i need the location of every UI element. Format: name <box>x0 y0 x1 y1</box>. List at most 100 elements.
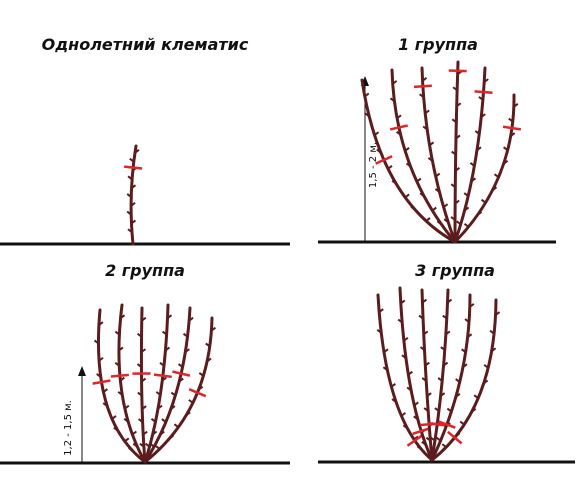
bud <box>402 424 408 430</box>
bud <box>421 441 427 446</box>
bud <box>140 377 147 383</box>
stem <box>143 303 170 464</box>
bud <box>93 339 100 345</box>
bud <box>129 157 135 163</box>
bud <box>405 162 412 168</box>
stem <box>453 66 487 244</box>
bud <box>454 199 460 205</box>
cut-mark <box>474 90 493 94</box>
cut-mark <box>413 84 432 89</box>
bud <box>418 314 424 320</box>
bud <box>184 348 190 353</box>
bud <box>387 164 393 170</box>
stem <box>453 93 516 244</box>
bud <box>126 193 132 198</box>
bud <box>168 434 175 440</box>
bud <box>136 363 143 368</box>
bud <box>434 188 441 193</box>
bud <box>185 411 191 417</box>
bud <box>157 404 163 410</box>
bud <box>389 97 396 103</box>
bud <box>118 346 124 352</box>
bud <box>464 206 470 212</box>
bud <box>446 298 453 304</box>
bud <box>425 217 431 222</box>
panel-title: 1 группа <box>398 35 478 54</box>
stem <box>143 306 192 464</box>
stem <box>398 286 434 462</box>
cut-mark <box>448 69 467 73</box>
bud <box>470 177 477 183</box>
bud <box>422 125 428 131</box>
bud <box>494 311 501 316</box>
bud <box>139 442 145 448</box>
panel-title: 3 группа <box>415 261 495 280</box>
bud <box>419 93 425 98</box>
bud <box>400 299 406 305</box>
bud <box>451 118 457 124</box>
bud <box>421 77 428 82</box>
bud <box>478 96 484 101</box>
stem <box>96 308 147 464</box>
bud <box>124 437 130 443</box>
bud <box>390 382 397 388</box>
bud <box>130 219 137 225</box>
bud <box>423 330 429 336</box>
bud <box>513 102 519 108</box>
bud <box>173 423 179 429</box>
cut-mark <box>406 434 423 447</box>
bud <box>177 363 184 368</box>
bud <box>480 113 486 118</box>
bud <box>434 407 440 412</box>
stem <box>420 66 457 244</box>
bud <box>149 442 155 448</box>
bud <box>130 184 137 189</box>
bud <box>123 418 129 423</box>
cut-mark <box>188 388 207 398</box>
bud <box>119 314 126 319</box>
bud <box>182 332 189 338</box>
bud <box>400 412 407 417</box>
bud <box>493 173 500 178</box>
bud <box>410 205 416 211</box>
bud <box>383 348 389 353</box>
stem <box>430 288 450 462</box>
stem <box>430 293 472 462</box>
bud <box>462 363 468 368</box>
bud <box>469 303 475 308</box>
bud <box>467 333 473 338</box>
bud <box>427 157 434 162</box>
height-label: 1,2 - 1,5 м. <box>63 400 74 456</box>
bud <box>161 418 167 423</box>
bud <box>131 430 137 436</box>
bud <box>162 330 168 336</box>
bud <box>461 348 467 354</box>
bud <box>469 162 475 167</box>
bud <box>144 442 151 448</box>
bud <box>396 114 402 120</box>
bud <box>454 167 461 172</box>
bud <box>159 361 165 367</box>
bud <box>132 442 138 448</box>
bud <box>130 201 136 207</box>
bud <box>416 445 422 450</box>
bud <box>450 216 456 221</box>
bud <box>111 415 117 420</box>
cut-mark <box>124 165 143 170</box>
bud <box>489 329 495 335</box>
arrow-head <box>78 366 86 376</box>
stem <box>117 303 147 464</box>
cut-mark <box>110 373 129 378</box>
bud <box>435 436 442 442</box>
bud <box>406 386 412 392</box>
bud <box>404 193 410 199</box>
bud <box>441 443 447 448</box>
bud <box>126 210 132 216</box>
bud <box>510 132 516 137</box>
height-label: 1,5 - 2 м. <box>368 142 379 188</box>
stem <box>376 293 434 462</box>
bud <box>128 447 134 452</box>
bud <box>437 377 443 382</box>
bud <box>442 361 449 367</box>
